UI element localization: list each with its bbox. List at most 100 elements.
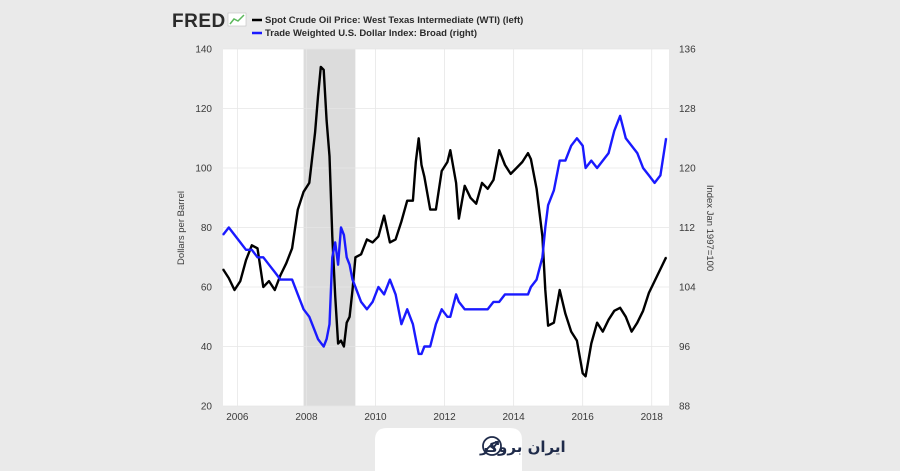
fred-logo: FRED	[172, 11, 226, 32]
data-point	[366, 238, 368, 240]
x-tick-label: 2016	[572, 412, 595, 423]
data-point	[383, 215, 385, 217]
data-point	[570, 331, 572, 333]
data-point	[470, 308, 471, 310]
wti-points	[222, 66, 667, 377]
data-point	[625, 316, 627, 318]
data-point	[337, 343, 339, 344]
data-point	[395, 293, 397, 295]
data-point	[297, 209, 299, 211]
data-point	[418, 137, 420, 139]
data-point	[470, 197, 471, 199]
broker-badge: ایران بروکر	[375, 428, 566, 471]
data-point	[343, 346, 345, 347]
data-point	[334, 295, 336, 297]
data-point	[613, 130, 615, 132]
data-point	[257, 256, 258, 258]
data-point	[527, 152, 529, 154]
series-layer	[221, 65, 668, 378]
data-point	[455, 293, 457, 295]
data-point	[435, 323, 437, 325]
legend-label-wti: Spot Crude Oil Price: West Texas Interme…	[265, 15, 523, 26]
data-point	[297, 293, 299, 295]
data-point	[326, 338, 328, 340]
data-point	[547, 325, 549, 327]
gridlines	[223, 48, 669, 407]
data-point	[541, 235, 543, 237]
data-point	[346, 256, 348, 258]
data-point	[464, 185, 466, 187]
data-point	[441, 308, 443, 310]
data-point	[418, 353, 420, 355]
data-point	[377, 286, 379, 288]
y-left-tick-label: 60	[201, 283, 213, 294]
data-point	[504, 293, 506, 295]
data-point	[449, 149, 451, 151]
data-point	[493, 179, 494, 181]
data-point	[326, 119, 328, 121]
data-point	[352, 289, 353, 291]
data-point	[291, 279, 293, 281]
data-point	[415, 338, 417, 340]
data-point	[421, 164, 422, 166]
x-tick-label: 2006	[226, 412, 249, 423]
data-point	[423, 346, 425, 347]
data-point	[547, 204, 549, 206]
data-point	[559, 160, 561, 162]
y-left-tick-label: 120	[195, 104, 212, 115]
data-point	[389, 241, 391, 243]
data-point	[487, 308, 489, 310]
data-point	[415, 161, 417, 163]
data-point	[245, 249, 247, 251]
data-point	[406, 308, 408, 310]
data-point	[228, 277, 230, 279]
data-point	[360, 253, 362, 255]
data-point	[481, 182, 483, 184]
data-point	[234, 234, 235, 236]
data-point	[346, 322, 348, 324]
data-point	[423, 176, 425, 178]
data-point	[590, 160, 592, 162]
data-point	[564, 160, 566, 162]
data-point	[308, 316, 310, 318]
data-point	[498, 149, 500, 151]
data-point	[360, 301, 362, 303]
data-point	[331, 235, 333, 237]
data-point	[372, 301, 374, 303]
data-point	[251, 249, 253, 251]
data-point	[631, 331, 633, 333]
data-point	[262, 286, 264, 288]
data-point	[395, 238, 397, 240]
y-right-tick-label: 120	[679, 164, 696, 175]
data-point	[631, 145, 633, 147]
data-point	[585, 375, 587, 377]
data-point	[464, 308, 466, 310]
y-right-tick-label: 136	[679, 45, 696, 56]
data-point	[665, 256, 667, 258]
data-point	[372, 241, 374, 243]
data-point	[596, 167, 598, 169]
x-tick-label: 2018	[641, 412, 664, 423]
y-right-tick-label: 112	[679, 223, 695, 234]
data-point	[544, 227, 546, 228]
data-point	[458, 218, 460, 220]
data-point	[314, 331, 316, 333]
data-point	[323, 346, 325, 347]
data-point	[377, 235, 379, 237]
y-left-tick-label: 20	[201, 402, 213, 413]
y-left-tick-label: 140	[195, 45, 212, 56]
y-right-tick-label: 128	[679, 104, 696, 115]
data-point	[564, 313, 566, 315]
series-line-dollar-index	[222, 114, 668, 356]
data-point	[308, 182, 310, 184]
data-point	[303, 191, 305, 193]
data-point	[317, 96, 319, 98]
data-point	[354, 256, 356, 258]
data-point	[530, 286, 532, 288]
data-point	[602, 331, 604, 333]
data-point	[475, 203, 477, 205]
data-point	[608, 319, 610, 321]
data-point	[400, 221, 402, 222]
data-point	[475, 308, 477, 310]
